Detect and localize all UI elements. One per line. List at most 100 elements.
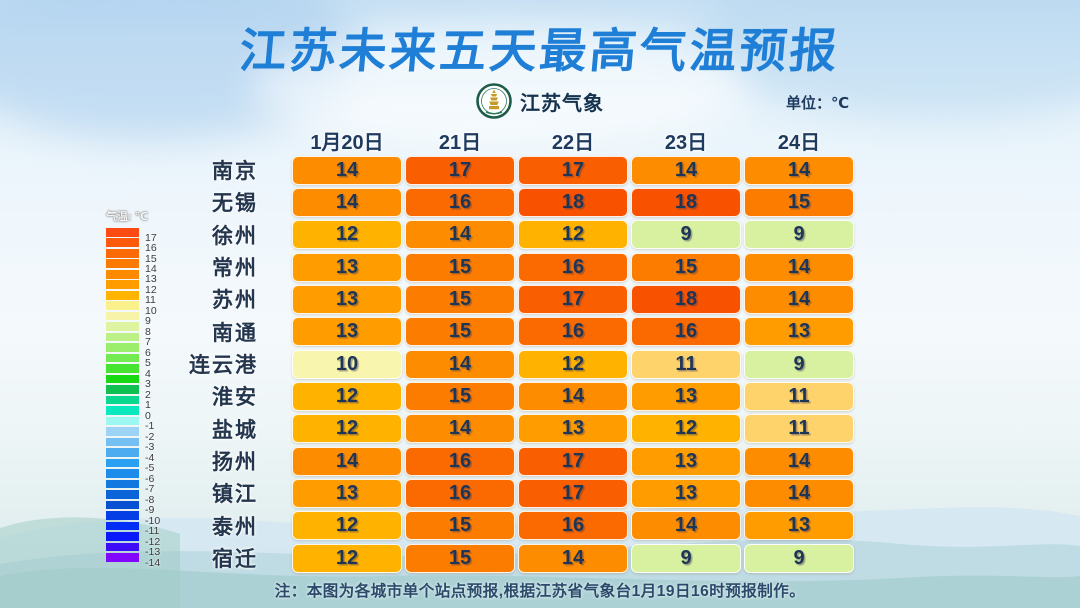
- temperature-value: 14: [448, 352, 472, 375]
- temperature-value: 11: [788, 384, 810, 407]
- legend-tick-label: -13: [145, 546, 161, 559]
- city-label: 连云港: [189, 354, 258, 378]
- legend-title: 气温: ℃: [106, 211, 149, 223]
- temperature-cell: 12: [292, 220, 402, 250]
- legend-tick-label: -12: [145, 535, 161, 548]
- temperature-cell: 10: [292, 349, 402, 379]
- city-label: 南通: [212, 321, 258, 345]
- legend-segment: -5: [106, 458, 154, 473]
- temperature-value: 16: [561, 514, 585, 537]
- date-header: 22日: [551, 132, 595, 154]
- legend-tick-label: 0: [145, 409, 151, 422]
- city-label: 盐城: [212, 418, 258, 442]
- temperature-cell: 13: [292, 478, 402, 508]
- temperature-value: 16: [561, 320, 585, 343]
- jiangsu-meteorology-logo-icon: [476, 83, 512, 119]
- temperature-value: 9: [680, 223, 692, 246]
- unit-label: 单位：℃: [786, 95, 850, 112]
- temperature-value: 14: [561, 384, 585, 407]
- temperature-value: 13: [787, 514, 811, 537]
- temperature-cell: 14: [292, 187, 402, 217]
- date-header: 21日: [438, 132, 482, 154]
- legend-tick-label: 13: [145, 273, 157, 286]
- temperature-value: 13: [674, 449, 698, 472]
- legend-swatch: [106, 364, 139, 373]
- city-label: 泰州: [212, 515, 258, 539]
- legend-tick-label: 4: [145, 367, 151, 380]
- table-row: 南通 13 15 16 16 13: [180, 317, 854, 347]
- legend-segment: -10: [106, 511, 160, 526]
- legend-swatch: [106, 259, 139, 269]
- legend-swatch: [106, 542, 139, 552]
- legend-segment: 11: [106, 290, 156, 306]
- brand-row: 江苏气象: [0, 82, 1080, 120]
- temperature-cell: 14: [744, 446, 854, 476]
- legend-swatch: [106, 448, 139, 457]
- temperature-cell: 16: [405, 478, 515, 508]
- temperature-value: 12: [561, 223, 585, 246]
- temperature-cell: 16: [631, 317, 741, 347]
- legend-tick-label: 16: [145, 242, 157, 255]
- temperature-value: 12: [561, 352, 585, 375]
- temperature-cell: 15: [405, 543, 515, 573]
- temperature-cell: 12: [292, 543, 402, 573]
- temperature-cell: 12: [631, 414, 741, 444]
- temperature-cell: 16: [405, 446, 515, 476]
- legend-tick-label: -1: [145, 420, 155, 433]
- temperature-value: 15: [448, 384, 472, 407]
- legend-swatch: [106, 290, 139, 300]
- date-header: 23日: [664, 132, 708, 154]
- legend-swatch: [106, 479, 139, 489]
- temperature-value: 9: [680, 546, 692, 569]
- temperature-cell: 12: [518, 220, 628, 250]
- temperature-cell: 13: [744, 511, 854, 541]
- legend-tick-label: 1: [145, 399, 151, 412]
- temperature-cell: 9: [631, 220, 741, 250]
- legend-tick-label: -8: [145, 493, 155, 506]
- table-row: 盐城 12 14 13 12 11: [180, 414, 854, 444]
- city-label: 扬州: [212, 451, 258, 475]
- legend-tick-label: -6: [145, 472, 155, 485]
- temperature-cell: 16: [518, 317, 628, 347]
- temperature-cell: 15: [405, 511, 515, 541]
- temperature-cell: 17: [518, 446, 628, 476]
- page-title: 江苏未来五天最高气温预报: [237, 24, 842, 77]
- legend-tick-label: 12: [145, 283, 157, 296]
- temperature-value: 15: [448, 514, 472, 537]
- temperature-cell: 13: [631, 381, 741, 411]
- temperature-value: 14: [787, 158, 811, 181]
- city-label: 宿迁: [212, 548, 258, 572]
- legend-segment: 1: [106, 395, 151, 411]
- temperature-cell: 13: [518, 414, 628, 444]
- temperature-cell: 17: [518, 478, 628, 508]
- temperature-value: 18: [674, 287, 698, 310]
- legend-tick-label: 15: [145, 252, 157, 265]
- temperature-value: 13: [561, 417, 585, 440]
- temperature-value: 11: [675, 352, 697, 375]
- temperature-value: 15: [674, 255, 698, 278]
- legend-swatch: [106, 511, 139, 520]
- temperature-value: 15: [448, 287, 472, 310]
- legend-swatch: [106, 228, 139, 237]
- temperature-value: 13: [335, 320, 359, 343]
- legend-tick-label: 8: [145, 325, 151, 338]
- temperature-cell: 15: [631, 252, 741, 282]
- legend-segment: 13: [106, 269, 157, 285]
- legend-swatch: [106, 238, 139, 248]
- legend-segment: 2: [106, 385, 151, 400]
- table-row: 宿迁 12 15 14 9 9: [180, 543, 854, 573]
- forecast-table: 1月20日 21日 22日 23日 24日 南京 14 17 17 14 14 无锡 14 16 18 18…: [180, 126, 854, 573]
- legend-tick-label: -5: [145, 462, 155, 475]
- temperature-value: 16: [561, 255, 585, 278]
- legend-swatch: [106, 406, 139, 415]
- legend-tick-label: 9: [145, 315, 151, 328]
- temperature-value: 11: [788, 417, 810, 440]
- temperature-value: 14: [561, 546, 585, 569]
- temperature-cell: 13: [631, 446, 741, 476]
- temperature-value: 12: [674, 417, 698, 440]
- temperature-cell: 9: [744, 349, 854, 379]
- temperature-value: 14: [787, 481, 811, 504]
- legend-tick-label: 14: [145, 263, 157, 275]
- temperature-value: 13: [787, 320, 811, 343]
